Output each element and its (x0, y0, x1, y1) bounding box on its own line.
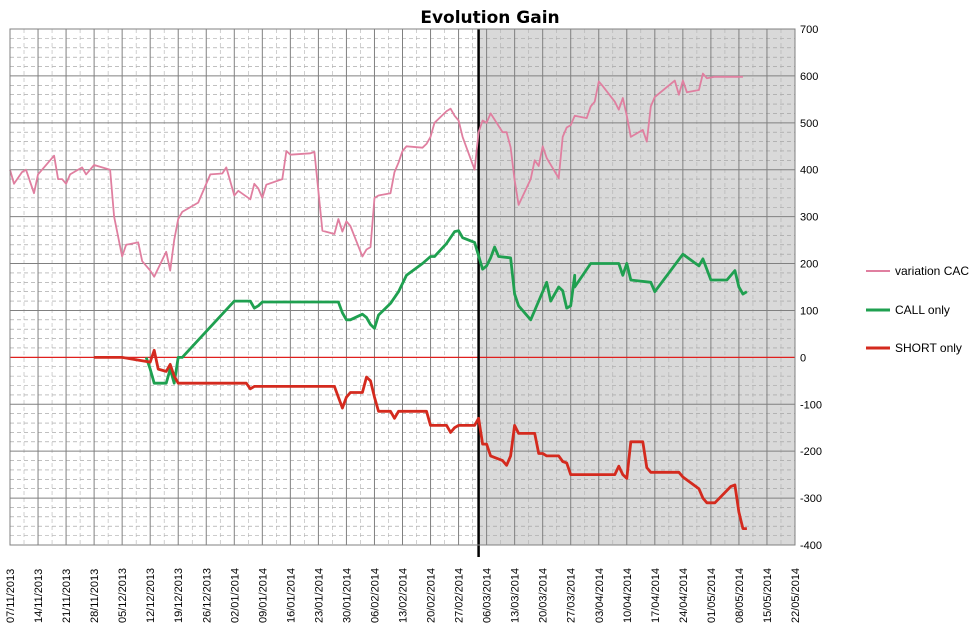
x-tick-label: 13/02/2014 (398, 568, 410, 623)
x-tick-label: 03/04/2014 (594, 568, 606, 623)
x-tick-label: 01/05/2014 (706, 568, 718, 623)
x-tick-label: 08/05/2014 (734, 568, 746, 623)
y-tick-label: 300 (800, 212, 818, 224)
x-tick-label: 21/11/2013 (61, 569, 73, 623)
x-tick-label: 06/03/2014 (482, 568, 494, 623)
y-tick-label: 400 (800, 165, 818, 177)
x-tick-label: 15/05/2014 (762, 568, 774, 623)
x-tick-label: 10/04/2014 (622, 568, 634, 623)
x-tick-label: 27/03/2014 (566, 568, 578, 623)
x-tick-label: 05/12/2013 (117, 568, 129, 623)
x-tick-label: 20/02/2014 (426, 568, 438, 623)
x-tick-label: 16/01/2014 (285, 568, 297, 623)
series-line-variation-cac (9, 72, 743, 278)
x-tick-label: 12/12/2013 (145, 568, 157, 623)
x-tick-label: 07/11/2013 (5, 569, 17, 623)
shaded-period (478, 29, 795, 545)
x-tick-label: 30/01/2014 (341, 568, 353, 623)
x-tick-label: 27/02/2014 (454, 568, 466, 623)
plot-area-border (9, 28, 796, 546)
x-tick-label: 28/11/2013 (89, 569, 101, 623)
y-tick-label: 600 (800, 71, 818, 83)
legend-label-call-only: CALL only (895, 303, 950, 317)
y-tick-label: 200 (800, 259, 818, 271)
y-tick-label: 500 (800, 118, 818, 130)
y-tick-label: 100 (800, 305, 818, 317)
x-tick-label: 23/01/2014 (313, 568, 325, 623)
x-tick-label: 14/11/2013 (33, 569, 45, 623)
y-tick-label: 0 (800, 352, 806, 364)
x-tick-label: 24/04/2014 (678, 568, 690, 623)
series-line-short-only (94, 348, 747, 530)
x-tick-label: 17/04/2014 (650, 568, 662, 623)
x-tick-label: 26/12/2013 (201, 568, 213, 623)
y-tick-label: -100 (800, 399, 822, 411)
y-tick-label: -400 (800, 540, 822, 552)
x-tick-label: 13/03/2014 (510, 568, 522, 623)
chart-title: Evolution Gain (420, 8, 559, 28)
y-tick-label: 700 (800, 24, 818, 36)
y-tick-label: -200 (800, 446, 822, 458)
legend-label-variation-cac: variation CAC (895, 264, 969, 278)
x-tick-label: 06/02/2014 (369, 568, 381, 623)
series-line-call-only (144, 229, 748, 385)
legend-label-short-only: SHORT only (895, 341, 962, 355)
x-tick-label: 19/12/2013 (173, 568, 185, 623)
x-tick-label: 22/05/2014 (790, 568, 802, 623)
x-tick-label: 20/03/2014 (538, 568, 550, 623)
x-tick-label: 02/01/2014 (229, 568, 241, 623)
x-tick-label: 09/01/2014 (257, 568, 269, 623)
y-tick-label: -300 (800, 493, 822, 505)
